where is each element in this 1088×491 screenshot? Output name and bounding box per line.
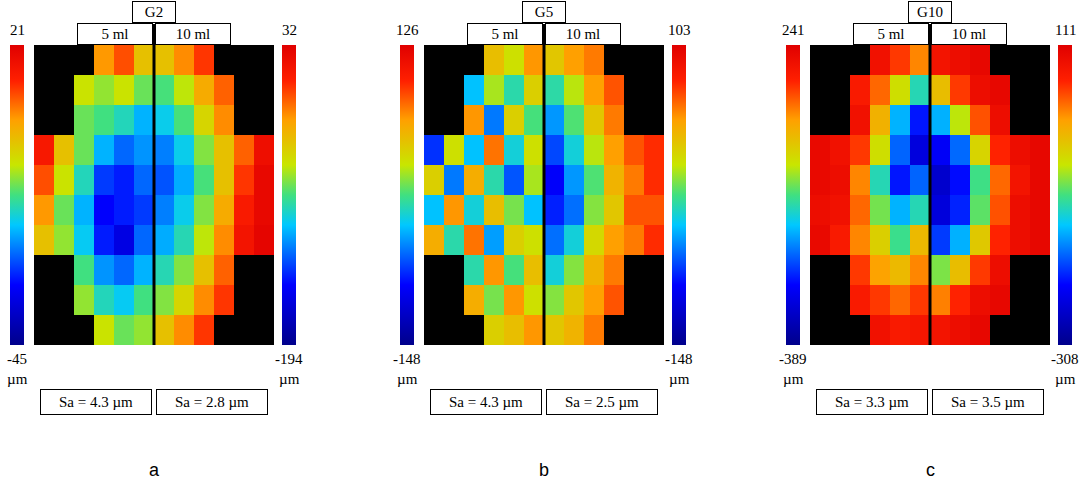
svg-text:Sa = 4.3 µm: Sa = 4.3 µm — [449, 394, 523, 410]
svg-text:126: 126 — [396, 22, 419, 38]
svg-text:-148: -148 — [665, 351, 693, 367]
svg-text:241: 241 — [782, 22, 805, 38]
svg-text:G5: G5 — [535, 4, 553, 20]
svg-text:G10: G10 — [917, 4, 943, 20]
svg-text:c: c — [926, 460, 935, 480]
svg-text:-148: -148 — [393, 351, 421, 367]
svg-text:32: 32 — [282, 22, 297, 38]
svg-text:10 ml: 10 ml — [952, 26, 987, 42]
svg-text:10 ml: 10 ml — [566, 26, 601, 42]
svg-text:a: a — [149, 460, 160, 480]
svg-text:-45: -45 — [7, 351, 27, 367]
svg-text:5 ml: 5 ml — [491, 26, 518, 42]
svg-text:Sa = 2.8 µm: Sa = 2.8 µm — [175, 394, 249, 410]
svg-text:b: b — [539, 460, 549, 480]
svg-text:µm: µm — [7, 371, 28, 387]
svg-text:Sa = 4.3 µm: Sa = 4.3 µm — [59, 394, 133, 410]
svg-text:5 ml: 5 ml — [877, 26, 904, 42]
svg-text:µm: µm — [1055, 371, 1076, 387]
svg-text:µm: µm — [397, 371, 418, 387]
svg-text:Sa = 3.3 µm: Sa = 3.3 µm — [835, 394, 909, 410]
svg-text:-194: -194 — [275, 351, 303, 367]
svg-text:-308: -308 — [1051, 351, 1079, 367]
svg-text:Sa = 3.5 µm: Sa = 3.5 µm — [951, 394, 1025, 410]
svg-text:µm: µm — [783, 371, 804, 387]
svg-text:5 ml: 5 ml — [101, 26, 128, 42]
svg-text:10 ml: 10 ml — [176, 26, 211, 42]
svg-text:µm: µm — [669, 371, 690, 387]
svg-text:111: 111 — [1055, 22, 1076, 38]
svg-text:Sa = 2.5 µm: Sa = 2.5 µm — [565, 394, 639, 410]
svg-text:G2: G2 — [145, 4, 163, 20]
svg-text:µm: µm — [279, 371, 300, 387]
svg-text:103: 103 — [668, 22, 691, 38]
svg-text:-389: -389 — [779, 351, 807, 367]
svg-text:21: 21 — [10, 22, 25, 38]
